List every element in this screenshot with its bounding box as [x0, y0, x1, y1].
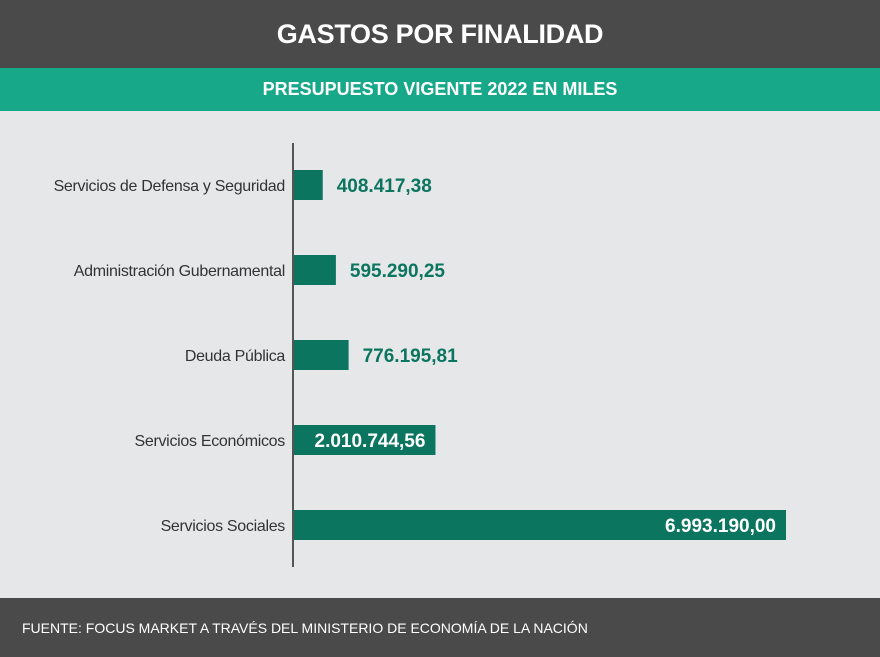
value-label: 6.993.190,00 — [665, 516, 776, 537]
category-label: Deuda Pública — [185, 348, 286, 365]
bar — [294, 510, 786, 540]
bar — [294, 340, 349, 370]
bar — [294, 255, 336, 285]
bar — [294, 425, 436, 455]
category-label: Servicios de Defensa y Seguridad — [54, 178, 285, 195]
chart-subtitle: PRESUPUESTO VIGENTE 2022 EN MILES — [0, 68, 880, 111]
category-label: Servicios Económicos — [134, 433, 285, 450]
plot-area: Servicios de Defensa y Seguridad 408.417,… — [0, 111, 880, 598]
value-label: 408.417,38 — [337, 176, 432, 197]
value-label: 776.195,81 — [363, 346, 459, 367]
value-label: 595.290,25 — [350, 261, 446, 282]
category-label: Servicios Sociales — [161, 518, 286, 535]
chart-title: GASTOS POR FINALIDAD — [0, 0, 880, 68]
bar-chart: Servicios de Defensa y Seguridad 408.417,… — [54, 143, 786, 567]
source-note: FUENTE: FOCUS MARKET A TRAVÉS DEL MINIST… — [0, 598, 880, 657]
category-label: Administración Gubernamental — [74, 263, 285, 280]
bar — [294, 170, 323, 200]
value-label: 2.010.744,56 — [315, 431, 426, 452]
